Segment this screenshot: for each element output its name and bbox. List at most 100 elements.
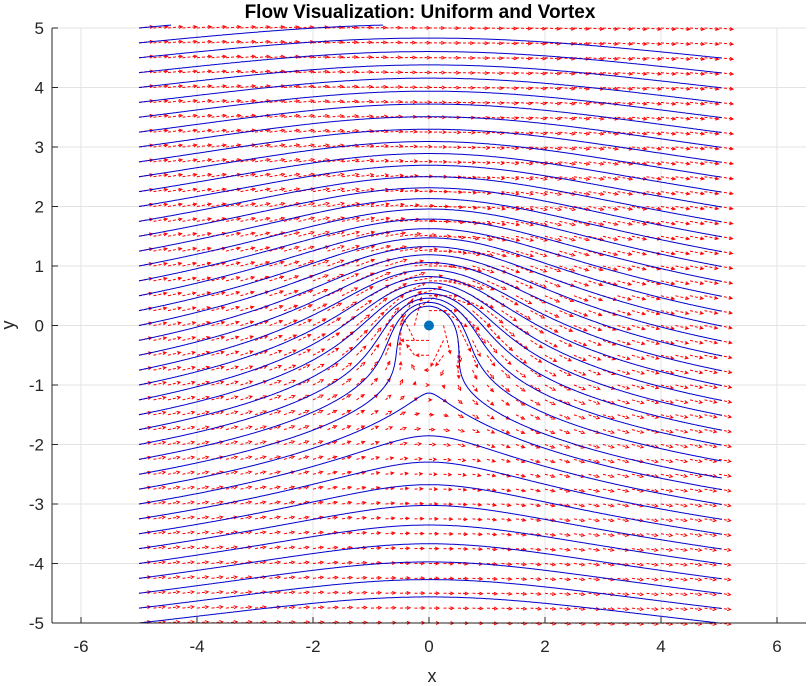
streamline: [138, 90, 722, 119]
quiver-arrowhead: [654, 503, 659, 508]
quiver-arrow: [631, 146, 647, 150]
quiver-arrowhead: [565, 474, 571, 479]
quiver-arrowhead: [369, 143, 375, 148]
quiver-arrow: [356, 115, 373, 118]
quiver-arrowhead: [394, 307, 399, 312]
quiver-arrow: [689, 369, 703, 374]
quiver-arrow: [646, 87, 662, 90]
quiver-arrowhead: [337, 302, 343, 307]
quiver-arrowhead: [657, 71, 663, 76]
quiver-arrow: [660, 548, 673, 551]
quiver-arrowhead: [361, 455, 367, 460]
quiver-arrowhead: [474, 401, 479, 406]
quiver-arrow: [559, 488, 570, 492]
quiver-arrowhead: [277, 364, 283, 369]
quiver-arrow: [269, 232, 285, 237]
quiver-arrowhead: [513, 101, 519, 106]
quiver-arrowhead: [305, 560, 310, 565]
quiver-arrowhead: [610, 562, 615, 567]
quiver-arrow: [472, 280, 494, 291]
quiver-arrow: [153, 396, 166, 401]
quiver-arrowhead: [433, 247, 439, 252]
quiver-arrowhead: [319, 455, 324, 460]
quiver-arrow: [588, 280, 603, 286]
quiver-arrowhead: [522, 532, 527, 537]
quiver-arrowhead: [354, 114, 359, 119]
quiver-arrow: [573, 72, 590, 75]
quiver-arrowhead: [464, 591, 470, 596]
quiver-arrow: [660, 280, 675, 285]
quiver-arrowhead: [251, 69, 257, 74]
quiver-arrow: [530, 444, 540, 449]
quiver-arrow: [501, 42, 517, 45]
quiver-arrowhead: [614, 206, 619, 211]
quiver-arrowhead: [668, 533, 674, 538]
quiver-arrow: [646, 57, 661, 60]
quiver-arrow: [167, 70, 183, 74]
quiver-arrow: [588, 176, 604, 180]
quiver-arrow: [704, 206, 719, 210]
quiver-arrowhead: [391, 516, 396, 521]
quiver-arrowhead: [362, 500, 367, 505]
quiver-arrowhead: [222, 54, 228, 59]
quiver-arrow: [327, 26, 343, 29]
quiver-arrowhead: [585, 176, 591, 181]
quiver-arrow: [196, 501, 209, 505]
quiver-arrowhead: [585, 237, 591, 242]
quiver-arrow: [370, 272, 391, 282]
quiver-arrow: [472, 310, 491, 327]
quiver-arrowhead: [600, 161, 605, 166]
quiver-arrow: [573, 533, 585, 537]
quiver-arrow: [559, 384, 571, 391]
quiver-arrow: [370, 245, 391, 252]
quiver-arrowhead: [235, 290, 241, 295]
quiver-arrowhead: [397, 70, 403, 75]
quiver-arrow: [153, 218, 168, 222]
quiver-arrow: [240, 217, 256, 222]
quiver-arrow: [718, 191, 733, 195]
quiver-arrowhead: [161, 410, 167, 415]
quiver-arrowhead: [700, 71, 706, 76]
quiver-arrow: [254, 100, 270, 103]
quiver-arrowhead: [219, 380, 225, 385]
quiver-arrowhead: [639, 577, 645, 582]
quiver-arrow: [283, 231, 300, 237]
quiver-arrowhead: [222, 172, 227, 177]
quiver-arrow: [196, 396, 209, 401]
quiver-arrow: [356, 71, 373, 74]
quiver-arrow: [486, 607, 498, 610]
quiver-arrow: [646, 592, 658, 596]
quiver-arrowhead: [715, 131, 720, 136]
quiver-arrowhead: [627, 267, 633, 271]
quiver-arrowhead: [552, 358, 558, 362]
quiver-arrow: [602, 265, 618, 271]
quiver-arrow: [689, 57, 705, 60]
quiver-arrow: [515, 72, 532, 75]
quiver-arrow: [182, 41, 197, 44]
quiver-arrow: [588, 414, 600, 419]
quiver-arrowhead: [536, 459, 541, 464]
quiver-arrowhead: [510, 332, 516, 337]
quiver-arrow: [544, 399, 556, 406]
quiver-arrow: [196, 366, 210, 371]
quiver-arrow: [718, 131, 733, 135]
quiver-arrow: [211, 546, 223, 550]
quiver-arrow: [530, 295, 546, 304]
quiver-arrow: [660, 42, 676, 45]
streamline: [138, 524, 722, 565]
quiver-arrow: [544, 146, 561, 150]
quiver-arrowhead: [207, 202, 213, 207]
quiver-arrow: [211, 188, 226, 193]
quiver-arrow: [617, 235, 632, 241]
quiver-arrowhead: [628, 236, 633, 241]
quiver-arrow: [573, 458, 585, 463]
quiver-arrowhead: [193, 158, 198, 163]
quiver-arrowhead: [536, 401, 541, 406]
quiver-arrow: [399, 189, 419, 193]
quiver-arrowhead: [319, 590, 325, 595]
quiver-arrow: [269, 202, 285, 207]
quiver-arrowhead: [614, 191, 619, 196]
quiver-arrow: [211, 516, 223, 520]
quiver-arrowhead: [247, 470, 253, 475]
quiver-arrowhead: [557, 116, 562, 121]
